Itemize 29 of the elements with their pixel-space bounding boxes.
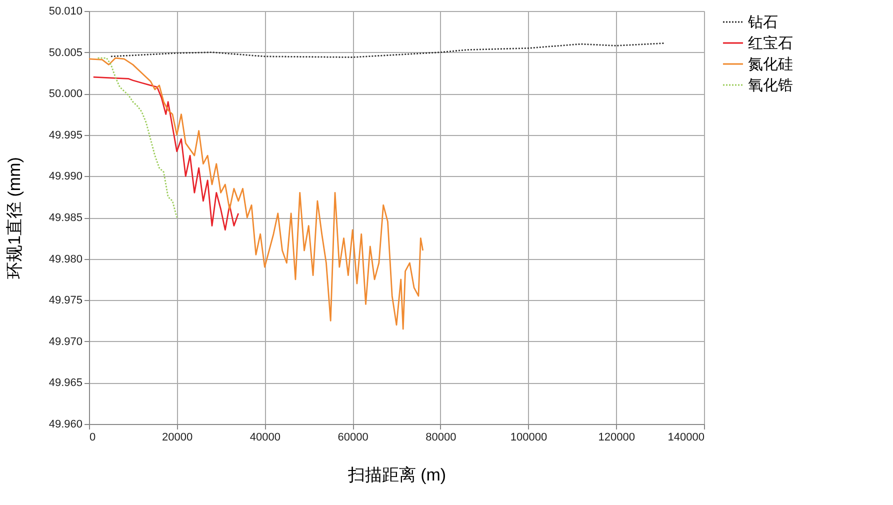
- y-tick-label: 49.960: [48, 418, 82, 430]
- line-series: [97, 57, 178, 218]
- y-tick-label: 49.975: [48, 294, 82, 307]
- legend-label: 氮化硅: [748, 56, 793, 73]
- x-axis-title: 扫描距离 (m): [346, 466, 446, 484]
- y-tick-label: 50.010: [48, 6, 82, 18]
- legend-label: 红宝石: [748, 35, 793, 52]
- x-tick-label: 100000: [510, 432, 548, 444]
- x-tick-label: 20000: [162, 432, 193, 444]
- x-tick-label: 140000: [668, 432, 704, 444]
- x-tick-label: 60000: [338, 432, 368, 444]
- y-tick-label: 49.965: [48, 377, 82, 390]
- y-tick-label: 49.990: [48, 170, 82, 183]
- y-axis-title: 环规1直径 (mm): [4, 157, 24, 279]
- legend-label: 氧化锆: [748, 77, 793, 94]
- y-tick-label: 49.980: [48, 253, 82, 266]
- y-tick-label: 49.985: [48, 212, 82, 224]
- line-series: [88, 57, 424, 330]
- x-tick-label: 40000: [250, 432, 281, 444]
- x-tick-label: 120000: [598, 432, 635, 444]
- line-series: [92, 76, 240, 231]
- legend-label: 钻石: [747, 14, 778, 31]
- x-tick-label: 80000: [426, 432, 456, 444]
- x-tick-label: 0: [90, 432, 96, 444]
- y-tick-label: 49.970: [48, 336, 82, 348]
- y-tick-label: 50.005: [48, 46, 82, 59]
- y-tick-label: 49.995: [48, 129, 82, 142]
- y-tick-label: 50.000: [48, 88, 82, 100]
- line-series: [110, 42, 666, 58]
